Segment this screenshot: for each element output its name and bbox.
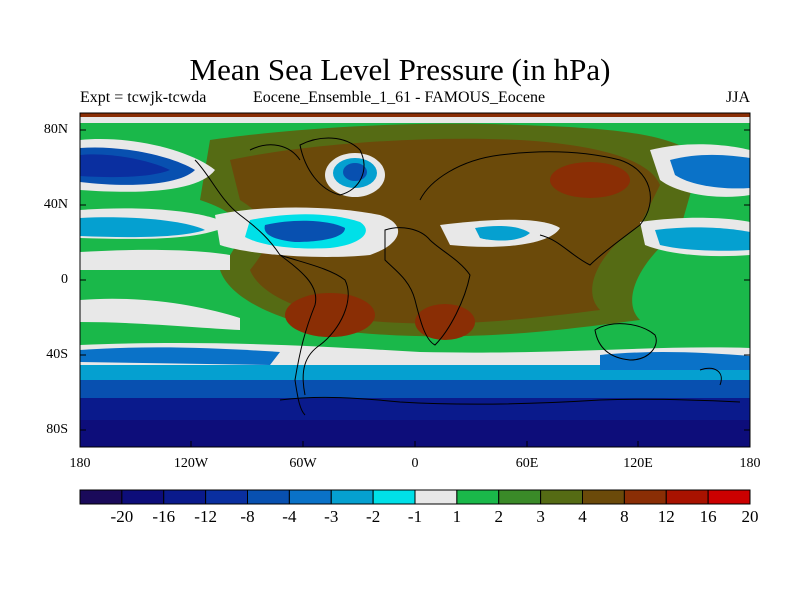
colorbar-label: -12 <box>194 507 217 526</box>
map-title: Mean Sea Level Pressure (in hPa) <box>189 52 611 87</box>
colorbar-label: 1 <box>452 507 462 526</box>
colorbar-label: -2 <box>366 507 381 526</box>
axis-ticks <box>80 129 750 447</box>
lat-label-80s: 80S <box>46 422 68 437</box>
lon-label-120e: 120E <box>623 456 653 471</box>
colorbar-swatch <box>540 489 583 505</box>
lon-label-120w: 120W <box>173 456 209 471</box>
lat-label-0: 0 <box>61 272 68 287</box>
colorbar-swatch <box>623 489 667 505</box>
colorbar-label: 3 <box>536 507 545 526</box>
colorbar-swatch <box>456 489 500 505</box>
colorbar-label: 2 <box>494 507 504 526</box>
colorbar-label: -8 <box>240 507 255 526</box>
contour-fill <box>80 113 750 447</box>
colorbar-swatch <box>205 489 248 505</box>
colorbar-label: -3 <box>324 507 339 526</box>
colorbar-label: 12 <box>657 507 675 526</box>
colorbar-label: -4 <box>282 507 297 526</box>
lat-label-40s: 40S <box>46 347 68 362</box>
lon-label-60w: 60W <box>289 456 317 471</box>
season-label: JJA <box>726 89 751 106</box>
colorbar-swatch <box>330 489 374 505</box>
colorbar-label: -1 <box>407 507 423 526</box>
experiment-label: Expt = tcwjk-tcwda <box>80 89 207 106</box>
ensemble-label: Eocene_Ensemble_1_61 - FAMOUS_Eocene <box>253 89 546 106</box>
lon-label-180e: 180 <box>739 456 761 471</box>
lon-label-60e: 60E <box>515 456 539 471</box>
colorbar-swatch <box>121 489 165 505</box>
lat-label-40n: 40N <box>43 197 68 212</box>
colorbar-label: -16 <box>152 507 176 526</box>
lat-label-80n: 80N <box>43 122 68 137</box>
colorbar-swatch <box>414 489 458 505</box>
colorbar-label: 16 <box>699 507 717 526</box>
colorbar-swatch <box>498 489 542 505</box>
colorbar-swatch <box>372 489 416 505</box>
colorbar-label: 8 <box>620 507 629 526</box>
colorbar-swatch <box>582 489 625 505</box>
colorbar-swatch <box>247 489 290 505</box>
colorbar-label: 4 <box>578 507 587 526</box>
colorbar-swatch <box>79 489 123 505</box>
colorbar-label: 20 <box>741 507 759 526</box>
lon-label-0: 0 <box>411 456 419 471</box>
colorbar-swatch <box>288 489 332 505</box>
colorbar-swatch <box>707 489 751 505</box>
lon-label-180w: 180 <box>69 456 91 471</box>
coastlines <box>194 137 741 416</box>
colorbar-swatch <box>665 489 709 505</box>
colorbar-swatch <box>163 489 207 505</box>
colorbar-label: -20 <box>110 507 134 526</box>
